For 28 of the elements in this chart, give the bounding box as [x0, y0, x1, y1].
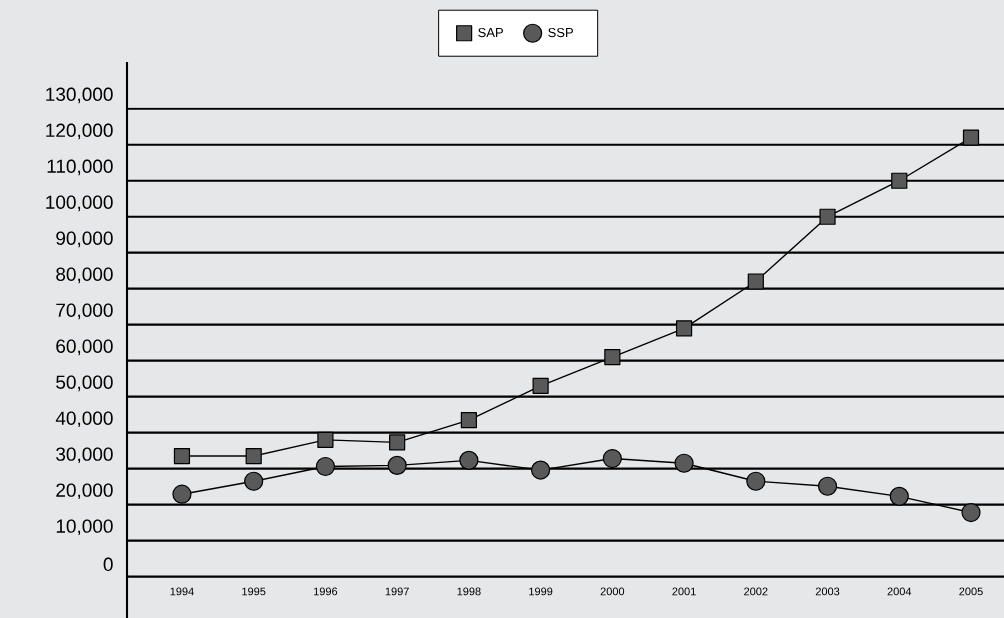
legend-label: SSP — [548, 27, 573, 38]
x-tick-label: 1999 — [529, 587, 553, 596]
x-tick-label: 1998 — [457, 587, 481, 596]
y-tick-label: 120,000 — [46, 123, 113, 140]
x-tick-label: 2001 — [672, 587, 696, 596]
y-tick-label: 110,000 — [47, 159, 113, 176]
y-tick-label: 130,000 — [46, 87, 113, 104]
y-tick-label: 50,000 — [56, 375, 113, 392]
y-tick-label: 40,000 — [55, 411, 113, 428]
x-tick-label: 2005 — [959, 587, 983, 596]
x-tick-label: 2000 — [600, 587, 625, 596]
y-tick-label: 20,000 — [56, 483, 113, 500]
y-tick-label: 100,000 — [46, 195, 113, 212]
x-tick-label: 2004 — [887, 587, 912, 596]
y-tick-label: 60,000 — [56, 339, 113, 356]
y-tick-label: 10,000 — [56, 519, 113, 536]
legend-label: SAP — [478, 27, 503, 38]
x-tick-label: 1994 — [170, 587, 194, 596]
y-tick-label: 80,000 — [56, 267, 113, 284]
y-tick-label: 70,000 — [56, 303, 113, 320]
y-tick-label: 0 — [103, 557, 113, 572]
y-tick-label: 90,000 — [56, 231, 113, 248]
x-tick-label: 1995 — [242, 587, 266, 596]
x-tick-label: 1997 — [385, 587, 409, 596]
y-tick-label: 30,000 — [56, 447, 113, 464]
x-tick-label: 2003 — [815, 587, 840, 596]
x-tick-label: 1996 — [314, 587, 338, 596]
x-tick-label: 2002 — [744, 587, 768, 596]
